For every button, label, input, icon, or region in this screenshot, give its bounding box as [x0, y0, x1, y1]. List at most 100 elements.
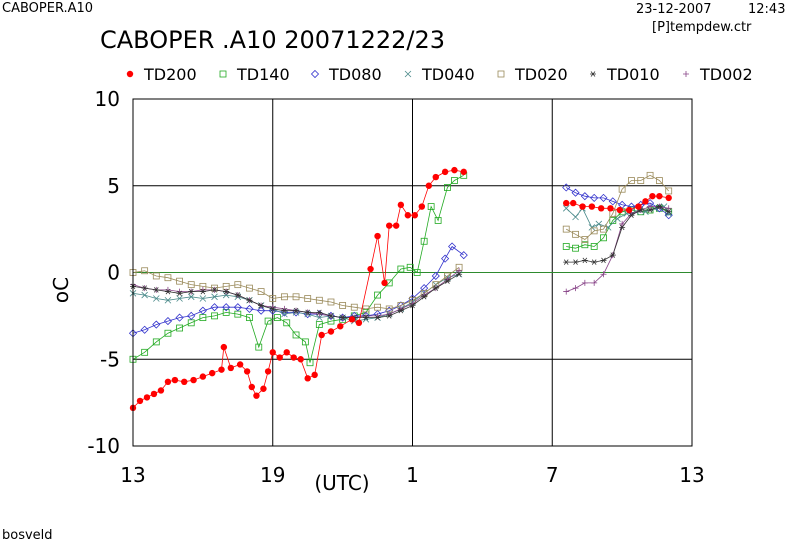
legend-label: TD140: [236, 65, 290, 84]
data-point: [409, 302, 416, 309]
data-point: [264, 317, 272, 325]
data-point: [211, 293, 218, 301]
data-point: [572, 213, 579, 221]
data-point: [563, 259, 570, 265]
data-point: [456, 267, 463, 274]
legend-marker: [683, 71, 689, 77]
data-point: [628, 212, 635, 218]
y-tick-label: -10: [87, 434, 120, 458]
x-tick-label: 13: [120, 463, 145, 487]
data-point: [562, 183, 571, 192]
data-point: [208, 369, 216, 377]
file-label: [P]tempdew.ctr: [652, 20, 752, 35]
data-point: [656, 203, 663, 210]
data-point: [222, 303, 231, 312]
data-point: [219, 70, 227, 78]
data-point: [451, 166, 458, 174]
y-tick-label: 5: [107, 174, 120, 198]
data-point: [420, 284, 429, 293]
grid: [133, 99, 692, 446]
data-point: [152, 272, 160, 280]
data-point: [597, 205, 605, 212]
data-point: [211, 287, 218, 293]
data-point: [386, 222, 393, 229]
data-point: [292, 293, 300, 301]
data-point: [608, 197, 617, 206]
data-point: [318, 331, 325, 339]
data-point: [590, 243, 598, 250]
data-point: [590, 71, 596, 77]
data-point: [427, 203, 435, 210]
data-point: [406, 263, 414, 271]
legend-item-td200: TD200: [126, 65, 197, 84]
data-point: [456, 271, 463, 277]
data-point: [187, 311, 196, 320]
legend: TD200 TD140 TD080 TD040 TD020 TD010 TD002: [126, 65, 753, 84]
data-point: [306, 359, 314, 367]
data-point: [264, 368, 272, 375]
legend-marker: [497, 70, 505, 78]
data-point: [432, 173, 439, 181]
data-point: [243, 368, 251, 375]
data-point: [157, 387, 165, 394]
data-point: [227, 364, 235, 372]
legend-label: TD200: [143, 65, 197, 84]
data-point: [367, 265, 374, 273]
data-point: [362, 305, 370, 313]
data-point: [397, 307, 404, 314]
legend-marker: [590, 71, 596, 77]
data-point: [619, 220, 626, 227]
data-point: [374, 232, 381, 240]
data-point: [210, 303, 219, 312]
data-point: [315, 321, 323, 328]
data-point: [581, 257, 588, 264]
data-point: [381, 279, 388, 287]
data-point: [571, 188, 580, 197]
data-point: [164, 288, 171, 295]
data-point: [188, 288, 195, 295]
data-point: [404, 70, 412, 78]
data-point: [411, 212, 419, 219]
legend-marker: [310, 69, 320, 79]
data-point: [392, 222, 400, 229]
legend-marker: [219, 70, 227, 78]
data-point: [236, 361, 244, 368]
data-point: [374, 291, 381, 299]
data-point: [283, 319, 291, 327]
data-point: [245, 304, 254, 314]
data-point: [153, 295, 160, 302]
data-point: [562, 205, 570, 212]
legend-item-td020: TD020: [497, 65, 568, 84]
data-point: [164, 329, 172, 337]
data-point: [591, 279, 598, 286]
data-point: [647, 207, 654, 213]
data-point: [600, 234, 607, 242]
data-point: [432, 285, 439, 291]
data-point: [642, 198, 649, 205]
data-point: [141, 267, 149, 275]
data-point: [257, 288, 265, 295]
x-axis-label: (UTC): [314, 471, 369, 495]
data-point: [397, 201, 405, 209]
data-point: [150, 390, 158, 398]
data-point: [337, 323, 344, 330]
series-line: [566, 187, 669, 216]
data-point: [350, 303, 358, 311]
data-point: [143, 394, 151, 401]
data-point: [444, 184, 451, 191]
data-point: [580, 192, 589, 201]
data-point: [246, 284, 253, 292]
data-point: [563, 199, 570, 207]
data-point: [459, 251, 468, 260]
data-point: [222, 309, 230, 316]
series-line: [132, 169, 464, 409]
data-point: [187, 293, 195, 301]
data-point: [616, 206, 623, 214]
data-point: [257, 306, 266, 315]
data-point: [234, 292, 241, 298]
data-point: [141, 291, 148, 299]
data-point: [683, 71, 689, 77]
plot-frame: [132, 98, 693, 447]
data-point: [164, 378, 172, 386]
